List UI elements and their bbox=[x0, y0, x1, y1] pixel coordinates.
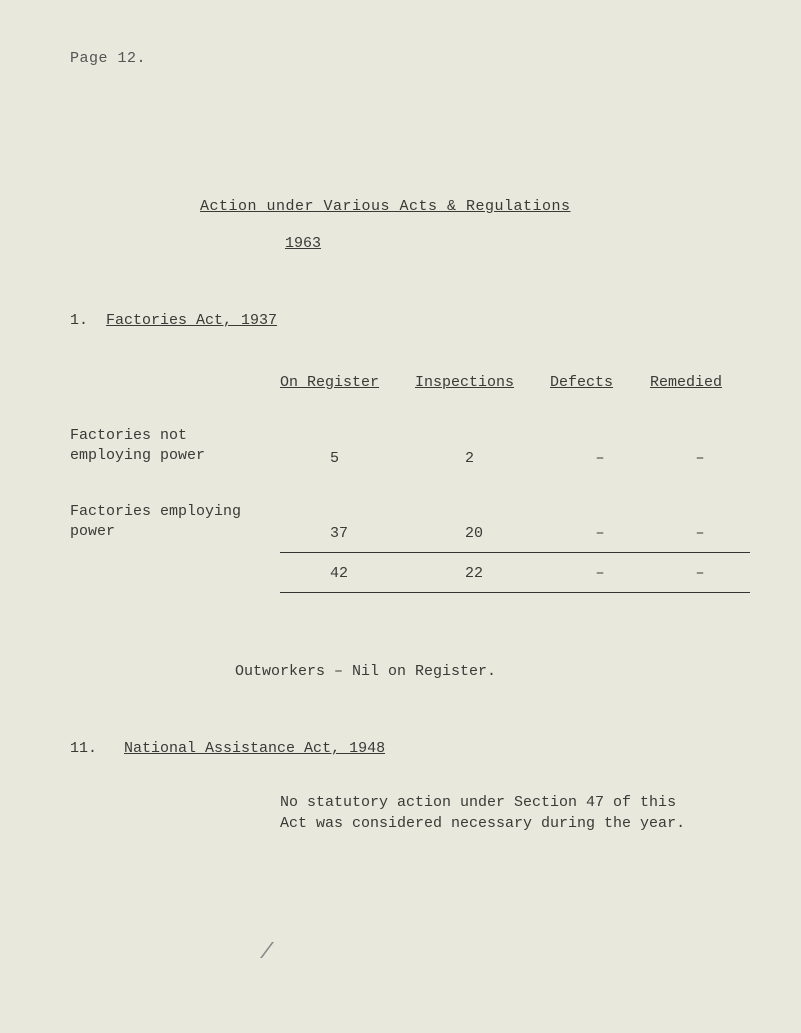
cell-register: 37 bbox=[280, 525, 415, 542]
row-label: Factories employing power bbox=[70, 502, 280, 543]
section-1-heading: 1. Factories Act, 1937 bbox=[70, 312, 761, 329]
section-11-heading: 11. National Assistance Act, 1948 bbox=[70, 740, 761, 757]
col-header-remedied: Remedied bbox=[650, 374, 750, 391]
cell-defects: – bbox=[550, 525, 650, 542]
factories-table: On Register Inspections Defects Remedied… bbox=[70, 374, 761, 593]
table-total-row: 42 22 – – bbox=[70, 565, 761, 582]
cell-remedied: – bbox=[650, 450, 750, 467]
table-header-row: On Register Inspections Defects Remedied bbox=[70, 374, 761, 391]
cell-register: 5 bbox=[280, 450, 415, 467]
total-inspections: 22 bbox=[415, 565, 550, 582]
section-11-title: National Assistance Act, 1948 bbox=[124, 740, 385, 757]
section-11-paragraph: No statutory action under Section 47 of … bbox=[280, 792, 710, 834]
table-row: Factories employing power 37 20 – – bbox=[70, 502, 761, 543]
table-row: Factories not employing power 5 2 – – bbox=[70, 426, 761, 467]
cell-inspections: 20 bbox=[415, 525, 550, 542]
total-spacer bbox=[70, 565, 280, 582]
section-1-title: Factories Act, 1937 bbox=[106, 312, 277, 329]
table-rule-bottom bbox=[280, 592, 750, 593]
section-1-number: 1. bbox=[70, 312, 88, 329]
slash-mark: / bbox=[260, 940, 273, 965]
col-header-register: On Register bbox=[280, 374, 415, 391]
section-11-number: 11. bbox=[70, 740, 97, 757]
total-remedied: – bbox=[650, 565, 750, 582]
cell-remedied: – bbox=[650, 525, 750, 542]
table-rule-top bbox=[280, 552, 750, 553]
header-spacer bbox=[70, 374, 280, 391]
total-register: 42 bbox=[280, 565, 415, 582]
cell-defects: – bbox=[550, 450, 650, 467]
col-header-defects: Defects bbox=[550, 374, 650, 391]
total-defects: – bbox=[550, 565, 650, 582]
page: Page 12. Action under Various Acts & Reg… bbox=[0, 0, 801, 1033]
title-block: Action under Various Acts & Regulations bbox=[200, 197, 761, 215]
year: 1963 bbox=[285, 235, 761, 252]
row-label: Factories not employing power bbox=[70, 426, 280, 467]
page-number: Page 12. bbox=[70, 50, 761, 67]
col-header-inspections: Inspections bbox=[415, 374, 550, 391]
document-title: Action under Various Acts & Regulations bbox=[200, 198, 571, 215]
cell-inspections: 2 bbox=[415, 450, 550, 467]
outworkers-note: Outworkers – Nil on Register. bbox=[235, 663, 761, 680]
